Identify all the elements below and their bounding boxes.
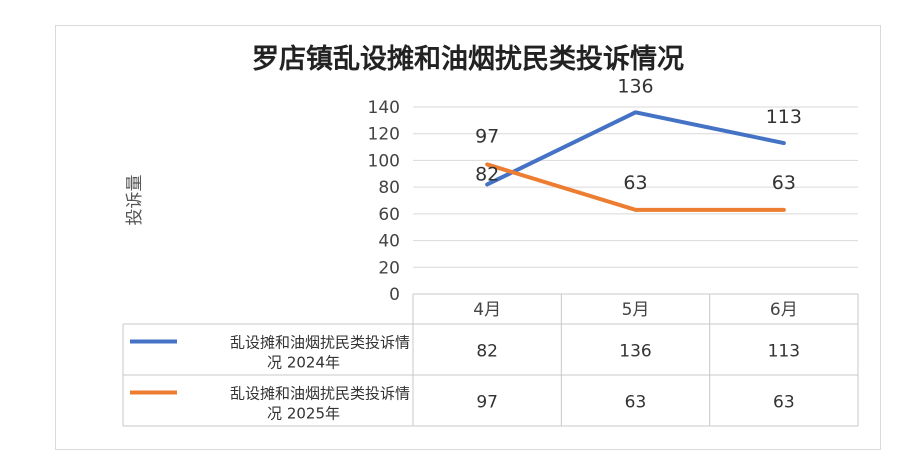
series-line [485, 110, 786, 187]
x-category-label: 6月 [770, 300, 798, 320]
y-tick-label: 120 [368, 125, 400, 145]
table-cell-value: 82 [476, 342, 498, 362]
y-tick-label: 100 [368, 151, 400, 171]
y-axis-label: 投诉量 [125, 175, 145, 226]
data-label: 136 [617, 75, 653, 97]
data-label: 97 [475, 125, 499, 147]
series-lines [485, 110, 786, 212]
y-tick-label: 140 [368, 98, 400, 118]
x-category-label: 4月 [473, 300, 501, 320]
table-cell-value: 63 [773, 393, 795, 413]
y-tick-label: 40 [378, 232, 400, 252]
y-tick-label: 20 [378, 258, 400, 278]
data-label: 63 [772, 172, 796, 194]
data-label: 82 [475, 163, 499, 185]
gridlines: 0 20 40 60 80 100 120 140 [368, 98, 858, 305]
y-tick-label: 80 [378, 178, 400, 198]
data-labels: 82 136 113 97 63 63 [475, 75, 802, 194]
chart-title: 罗店镇乱设摊和油烟扰民类投诉情况 [252, 43, 684, 75]
y-tick-label: 60 [378, 205, 400, 225]
table-cell-value: 63 [625, 393, 647, 413]
chart-frame [55, 25, 881, 450]
legend-label: 乱设摊和油烟扰民类投诉情况 2024年 [230, 334, 410, 372]
table-cell-value: 113 [768, 342, 800, 362]
x-category-label: 5月 [622, 300, 650, 320]
table-cell-value: 136 [619, 342, 651, 362]
series-line [485, 162, 786, 212]
data-label: 63 [623, 172, 647, 194]
legend-label: 乱设摊和油烟扰民类投诉情况 2025年 [230, 385, 410, 423]
data-label: 113 [766, 106, 802, 128]
y-tick-label: 0 [389, 285, 400, 305]
table-cell-value: 97 [476, 393, 498, 413]
